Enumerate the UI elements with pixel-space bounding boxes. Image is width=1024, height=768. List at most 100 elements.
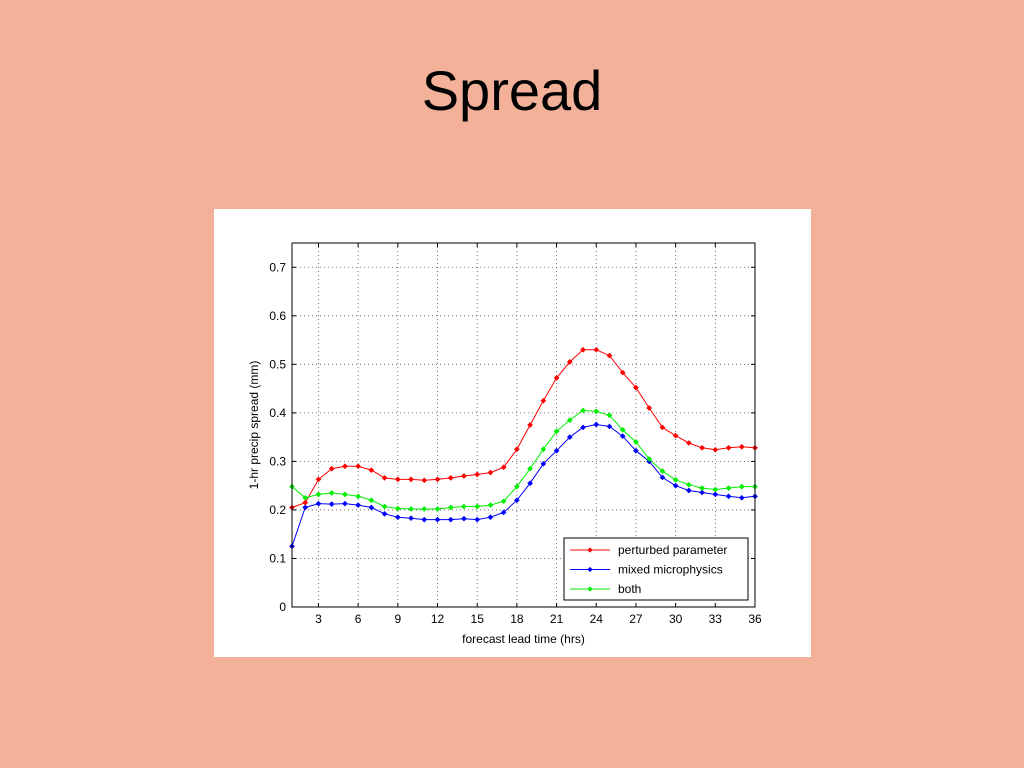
data-point bbox=[368, 467, 375, 474]
data-point bbox=[368, 504, 375, 511]
line-chart: 3 6 9 12 15 18 21 24 27 30 33 3600.10.20.30.40.50.6… bbox=[247, 242, 762, 646]
data-point bbox=[606, 352, 613, 359]
data-point bbox=[302, 499, 309, 506]
data-point bbox=[500, 509, 507, 516]
data-point bbox=[461, 515, 467, 522]
data-point bbox=[315, 500, 322, 507]
data-point bbox=[341, 491, 348, 498]
data-point bbox=[632, 384, 639, 391]
series-lines bbox=[289, 346, 758, 550]
y-tick-label: 0.2 bbox=[269, 503, 286, 517]
y-tick-label: 0 bbox=[279, 600, 286, 614]
data-point bbox=[672, 476, 679, 483]
data-point bbox=[408, 515, 415, 522]
data-point bbox=[566, 434, 573, 441]
data-point bbox=[527, 480, 534, 487]
data-point bbox=[659, 468, 666, 475]
data-point bbox=[500, 498, 507, 505]
data-point bbox=[328, 501, 335, 508]
data-point bbox=[738, 494, 745, 501]
data-point bbox=[394, 505, 401, 512]
data-point bbox=[712, 446, 719, 453]
data-point bbox=[461, 473, 467, 479]
x-tick-label: 9 bbox=[394, 612, 401, 626]
data-point bbox=[566, 358, 573, 365]
data-point bbox=[487, 469, 494, 476]
data-point bbox=[659, 424, 666, 431]
data-point bbox=[646, 456, 653, 462]
data-point bbox=[368, 497, 375, 504]
data-point bbox=[619, 426, 626, 433]
x-tick-label: 24 bbox=[590, 612, 604, 626]
plot-area-frame bbox=[291, 242, 756, 608]
y-tick-label: 0.5 bbox=[269, 357, 286, 371]
data-point bbox=[685, 481, 692, 488]
data-point bbox=[566, 417, 573, 424]
data-point bbox=[672, 482, 679, 489]
legend-entry-label: mixed microphysics bbox=[618, 563, 723, 577]
data-point bbox=[725, 485, 732, 492]
data-point bbox=[421, 506, 428, 512]
data-point bbox=[632, 439, 639, 445]
data-point bbox=[474, 471, 481, 478]
x-tick-label: 33 bbox=[709, 612, 723, 626]
data-point bbox=[540, 446, 547, 453]
data-point bbox=[434, 506, 441, 512]
data-point bbox=[408, 506, 415, 512]
x-tick-label: 18 bbox=[510, 612, 524, 626]
data-point bbox=[540, 460, 547, 467]
data-point bbox=[434, 476, 441, 483]
data-point bbox=[553, 428, 560, 435]
y-tick-label: 0.1 bbox=[269, 551, 286, 565]
data-point bbox=[725, 444, 732, 451]
data-point bbox=[315, 491, 322, 498]
data-point bbox=[513, 483, 520, 490]
chart-panel: 3 6 9 12 15 18 21 24 27 30 33 36 0 0.1 0.2 0.3 0.4 0.5 0.6… bbox=[214, 209, 811, 657]
data-point bbox=[632, 447, 639, 454]
data-point bbox=[699, 485, 706, 492]
x-tick-label: 21 bbox=[550, 612, 564, 626]
data-point bbox=[619, 369, 626, 376]
legend-entry-label: both bbox=[618, 582, 641, 596]
data-point bbox=[381, 510, 388, 517]
data-point bbox=[487, 502, 494, 509]
data-point bbox=[408, 476, 415, 483]
y-tick-label: 0.6 bbox=[269, 309, 286, 323]
x-tick-label: 6 bbox=[355, 612, 362, 626]
data-point bbox=[474, 503, 481, 510]
data-point bbox=[580, 346, 586, 353]
x-tick-label: 3 bbox=[315, 612, 322, 626]
data-point bbox=[355, 493, 362, 500]
data-point bbox=[593, 408, 600, 415]
slide-title: Spread bbox=[421, 59, 603, 122]
data-point bbox=[527, 465, 534, 472]
x-tick-label: 15 bbox=[471, 612, 485, 626]
data-point bbox=[421, 516, 428, 523]
data-point bbox=[328, 489, 335, 496]
legend: perturbed parameter mixed microphysics bot… bbox=[563, 537, 749, 601]
data-point bbox=[355, 502, 362, 509]
y-tick-label: 0.3 bbox=[269, 454, 286, 468]
data-point bbox=[328, 465, 335, 472]
data-point bbox=[580, 407, 586, 414]
x-axis-label: forecast lead time (hrs) bbox=[462, 632, 585, 646]
data-point bbox=[302, 494, 309, 501]
data-point bbox=[434, 516, 441, 523]
x-tick-label: 30 bbox=[669, 612, 683, 626]
legend-entry-label: perturbed parameter bbox=[618, 543, 727, 557]
data-point bbox=[474, 516, 481, 523]
axes: 3 6 9 12 15 18 21 24 27 30 33 3600.10.20.30.40.50.6… bbox=[269, 243, 762, 626]
data-point bbox=[355, 463, 362, 470]
legend-swatch-marker bbox=[587, 566, 593, 573]
data-point bbox=[606, 423, 613, 430]
data-point bbox=[513, 497, 520, 504]
x-tick-label: 12 bbox=[431, 612, 445, 626]
data-point bbox=[461, 503, 467, 510]
data-point bbox=[699, 489, 706, 496]
data-point bbox=[540, 397, 547, 404]
y-tick-label: 0.4 bbox=[269, 406, 286, 420]
data-point bbox=[646, 405, 653, 411]
data-point bbox=[553, 374, 560, 381]
data-point bbox=[619, 433, 626, 440]
x-tick-label: 36 bbox=[748, 612, 762, 626]
